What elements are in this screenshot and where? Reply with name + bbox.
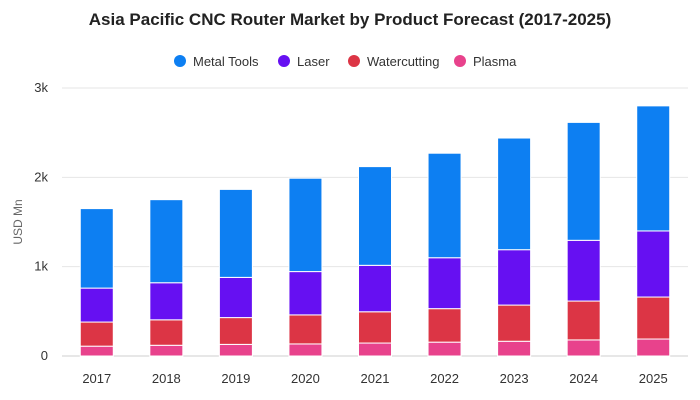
bar-segment-watercutting	[358, 311, 392, 344]
bar-segment-watercutting	[566, 300, 601, 341]
bar-segment-laser	[497, 249, 532, 306]
bar-segment-laser	[149, 282, 184, 321]
legend-item-laser[interactable]: Laser	[278, 54, 330, 69]
bar-segment-laser	[79, 287, 114, 323]
y-tick-label: 0	[41, 348, 48, 363]
bar-segment-metal-tools	[636, 105, 671, 232]
bar-segment-plasma	[358, 342, 392, 357]
bar-segment-plasma	[636, 338, 671, 357]
legend: Metal Tools Laser Watercutting Plasma	[174, 54, 517, 69]
x-tick-label: 2021	[361, 371, 390, 386]
x-tick-label: 2022	[430, 371, 459, 386]
x-tick-label: 2020	[291, 371, 320, 386]
bar-segment-plasma	[497, 340, 532, 357]
bar-segment-laser	[218, 276, 253, 319]
x-tick-label: 2025	[639, 371, 668, 386]
x-tick-label: 2017	[82, 371, 111, 386]
legend-label: Plasma	[473, 54, 517, 69]
bar-segment-laser	[288, 271, 323, 316]
y-tick-label: 1k	[34, 259, 48, 274]
bar-segment-plasma	[79, 345, 114, 357]
bar-segment-plasma	[149, 344, 184, 357]
bar-segment-metal-tools	[149, 199, 184, 284]
bar-segment-plasma	[288, 343, 323, 357]
x-tick-label: 2024	[569, 371, 598, 386]
bar-segment-metal-tools	[358, 166, 392, 266]
legend-label: Laser	[297, 54, 330, 69]
bar-segment-watercutting	[79, 321, 114, 347]
x-tick-label: 2019	[221, 371, 250, 386]
bar-segment-metal-tools	[497, 137, 532, 251]
legend-label: Metal Tools	[193, 54, 259, 69]
legend-label: Watercutting	[367, 54, 440, 69]
bar-segment-watercutting	[636, 296, 671, 340]
bar-segment-watercutting	[288, 314, 323, 345]
y-tick-label: 2k	[34, 169, 48, 184]
legend-item-metal-tools[interactable]: Metal Tools	[174, 54, 259, 69]
legend-swatch	[174, 55, 186, 67]
bar-segment-metal-tools	[79, 208, 114, 289]
legend-item-watercutting[interactable]: Watercutting	[348, 54, 440, 69]
bar-segment-watercutting	[218, 317, 253, 345]
bar-segment-plasma	[566, 339, 601, 357]
bar-segment-plasma	[218, 343, 253, 357]
y-tick-label: 3k	[34, 80, 48, 95]
x-tick-label: 2018	[152, 371, 181, 386]
bar-segment-metal-tools	[566, 121, 601, 241]
bar-segment-laser	[636, 230, 671, 298]
legend-swatch	[278, 55, 290, 67]
bar-segment-laser	[358, 264, 392, 313]
bar-segment-laser	[427, 257, 462, 310]
legend-swatch	[454, 55, 466, 67]
chart-title: Asia Pacific CNC Router Market by Produc…	[89, 10, 611, 29]
bar-segment-watercutting	[427, 308, 462, 343]
x-tick-label: 2023	[500, 371, 529, 386]
bar-segment-watercutting	[149, 319, 184, 346]
bars	[79, 105, 671, 357]
bar-segment-metal-tools	[218, 188, 253, 278]
x-axis-ticks: 2017 2018 2019 2020 2021 2022 2023 2024 2025	[82, 371, 667, 386]
bar-segment-watercutting	[497, 304, 532, 342]
bar-segment-metal-tools	[288, 177, 323, 273]
bar-segment-plasma	[427, 341, 462, 357]
legend-swatch	[348, 55, 360, 67]
y-axis-title: USD Mn	[11, 199, 25, 244]
y-axis-ticks: 0 1k 2k 3k	[34, 80, 48, 363]
bar-segment-metal-tools	[427, 152, 462, 259]
bar-segment-laser	[566, 239, 601, 302]
legend-item-plasma[interactable]: Plasma	[454, 54, 517, 69]
